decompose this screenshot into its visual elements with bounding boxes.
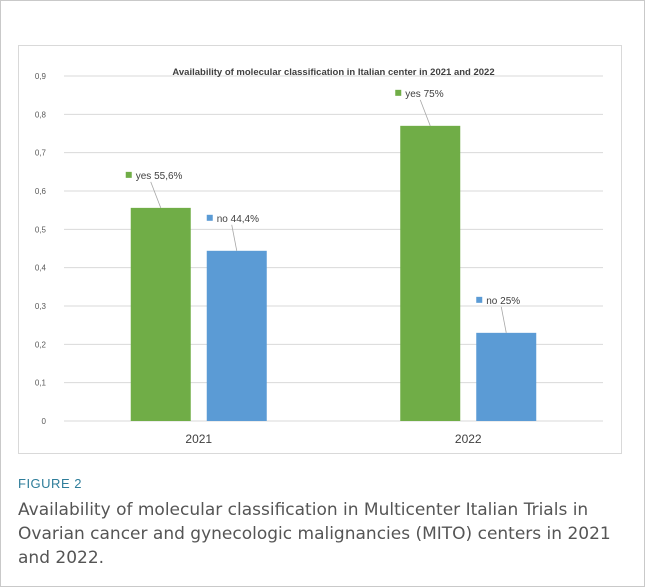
leader-line xyxy=(231,224,238,251)
y-tick-label: 0,7 xyxy=(35,149,47,158)
data-label: yes 75% xyxy=(405,89,443,100)
figure-label: FIGURE 2 xyxy=(18,476,82,491)
leader-line xyxy=(150,181,162,209)
label-key-yes xyxy=(395,89,402,96)
data-label: no 25% xyxy=(486,296,520,307)
bar-yes-2022 xyxy=(400,125,461,421)
label-key-no xyxy=(206,214,213,221)
chart-title: Availability of molecular classification… xyxy=(172,67,494,78)
chart-svg: 0 0,1 0,2 0,3 0,4 0,5 0,6 0,7 0,8 0,9 Availability… xyxy=(35,67,603,446)
bar-chart: 0 0,1 0,2 0,3 0,4 0,5 0,6 0,7 0,8 0,9 Availability… xyxy=(18,45,622,454)
data-label: yes 55,6% xyxy=(136,171,183,182)
bar-no-2022 xyxy=(476,332,537,421)
data-label: no 44,4% xyxy=(217,214,259,225)
bar-no-2021 xyxy=(206,250,267,421)
y-tick-label: 0,3 xyxy=(35,302,47,311)
y-tick-label: 0,4 xyxy=(35,264,47,273)
leader-line xyxy=(500,306,507,333)
y-tick-label: 0,6 xyxy=(35,187,47,196)
y-tick-label: 0,5 xyxy=(35,225,47,234)
figure-caption: Availability of molecular classification… xyxy=(18,500,611,568)
label-key-yes xyxy=(125,171,132,178)
x-tick-label: 2022 xyxy=(455,432,482,446)
y-tick-label: 0,9 xyxy=(35,72,47,81)
bar-yes-2021 xyxy=(130,207,191,421)
label-key-no xyxy=(476,296,483,303)
y-tick-label: 0,2 xyxy=(35,340,47,349)
x-tick-label: 2021 xyxy=(185,432,212,446)
leader-line xyxy=(419,99,431,126)
y-tick-label: 0 xyxy=(42,417,47,426)
y-tick-label: 0,8 xyxy=(35,110,47,119)
y-tick-label: 0,1 xyxy=(35,379,47,388)
